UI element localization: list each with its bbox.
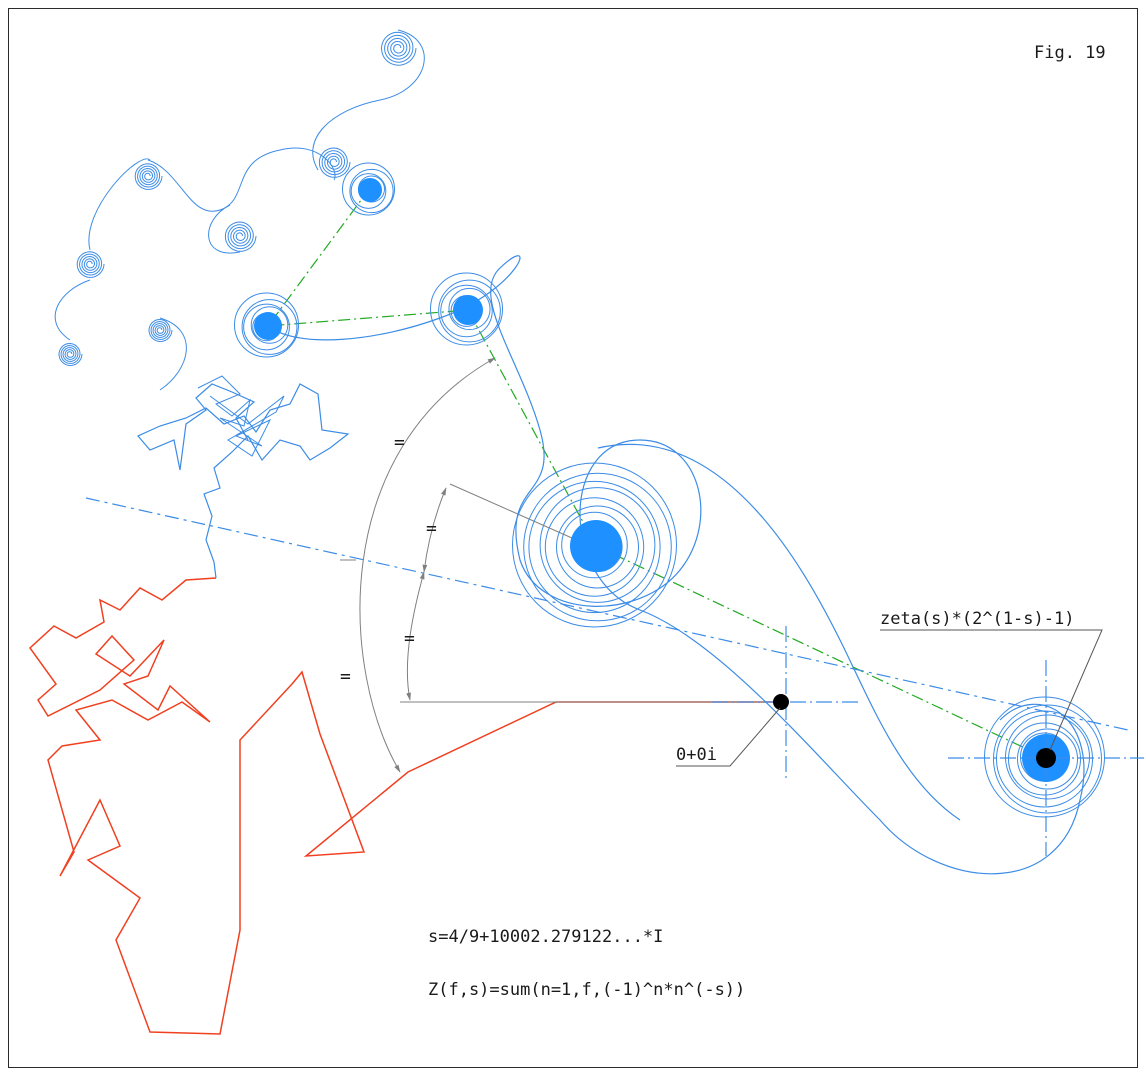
spiral-center-main (512, 462, 677, 628)
spiral-center-limit-ring (1008, 722, 1081, 796)
inner-angle-arc-upper (422, 487, 447, 573)
s-value-formula: s=4/9+10002.279122...*I (428, 927, 663, 947)
small-spiral-4 (224, 221, 257, 252)
small-spiral-connectors (54, 29, 425, 391)
outer-angle-arc (359, 357, 496, 773)
spiral-center-mid (430, 272, 503, 346)
spiral-centers (234, 162, 1105, 818)
spiral-center-main-ring (539, 487, 656, 603)
origin-point (773, 694, 789, 710)
spiral-center-main-ring (523, 472, 672, 622)
red-partial-sum-path (29, 577, 780, 1035)
small-spiral-2 (318, 147, 351, 178)
spiral-center-limit-ring (984, 696, 1105, 818)
inner-angle-arc-lower (406, 571, 425, 701)
spiral-center-top (342, 162, 395, 216)
spiral-center-main-ring (528, 480, 661, 614)
radial-line (449, 483, 591, 547)
limit-point (1036, 748, 1056, 768)
small-spiral-7 (58, 342, 83, 367)
equal-mark-3: = (404, 628, 415, 649)
spiral-center-left (234, 292, 299, 358)
blue-dashdot-line (85, 497, 1129, 731)
origin-label-leader (676, 707, 781, 767)
small-spiral-3 (134, 163, 163, 190)
limit-label-leader (880, 629, 1103, 751)
equal-mark-1: = (394, 432, 405, 453)
spiral-center-mid-ring (448, 287, 491, 331)
large-spiral-curve (267, 255, 1085, 875)
spiral-center-mid-ring (438, 279, 501, 343)
blue-jagged-path (137, 383, 350, 579)
partial-sum-formula: Z(f,s)=sum(n=1,f,(-1)^n*n^(-s)) (428, 980, 745, 1000)
equal-mark-2: = (426, 518, 437, 539)
figure-label: Fig. 19 (1034, 43, 1106, 63)
spiral-center-left-core (254, 312, 282, 340)
spiral-center-mid-ring (440, 284, 493, 338)
spiral-center-top-core (358, 178, 382, 202)
spiral-center-main-ring (561, 511, 628, 579)
spiral-center-mid-ring (430, 272, 503, 346)
spiral-center-limit-ring (993, 704, 1102, 814)
spiral-center-left-ring (234, 292, 299, 358)
spiral-center-mid-core (453, 295, 483, 325)
spiral-center-limit-ring (996, 710, 1093, 808)
small-spiral-1 (380, 31, 417, 66)
spiral-center-limit-ring (1017, 728, 1078, 790)
spiral-center-main-ring (556, 505, 639, 589)
large-spiral-back (597, 443, 961, 821)
small-spiral-6 (148, 318, 173, 343)
limit-label: zeta(s)*(2^(1-s)-1) (880, 609, 1074, 629)
spiral-center-limit-ring (1005, 714, 1090, 800)
figure-frame (8, 8, 1138, 1068)
spiral-center-main-ring (544, 497, 645, 597)
spiral-center-main-core (570, 520, 622, 572)
small-spiral-clusters (54, 29, 425, 391)
small-spiral-5 (76, 251, 105, 278)
spiral-center-left-ring (243, 303, 290, 351)
spiral-center-main-ring (512, 462, 677, 628)
origin-label: 0+0i (676, 745, 717, 765)
spiral-center-left-ring (250, 306, 289, 344)
spiral-center-top-ring (349, 168, 394, 214)
green-guide-line (266, 187, 1047, 759)
spiral-center-top-ring (342, 162, 395, 216)
blue-jagged-tangle (197, 375, 285, 457)
spiral-center-top-ring (350, 173, 387, 209)
equal-mark-4: = (340, 666, 351, 687)
spiral-center-left-ring (241, 299, 298, 355)
